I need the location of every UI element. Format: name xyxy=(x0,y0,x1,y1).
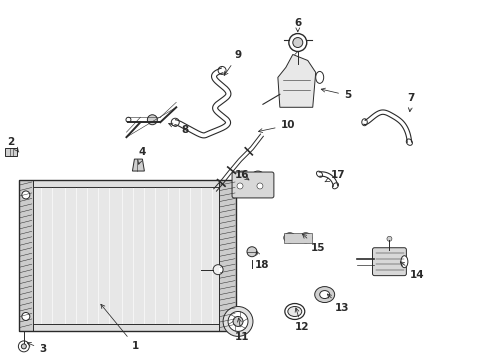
Text: 13: 13 xyxy=(326,294,348,312)
Ellipse shape xyxy=(285,303,304,319)
Text: 8: 8 xyxy=(168,123,188,135)
Ellipse shape xyxy=(251,171,264,181)
Circle shape xyxy=(21,344,26,349)
Circle shape xyxy=(233,316,243,327)
Circle shape xyxy=(171,118,179,126)
Ellipse shape xyxy=(299,233,311,243)
Ellipse shape xyxy=(287,306,301,316)
Bar xyxy=(219,180,236,332)
Text: 17: 17 xyxy=(325,170,344,182)
Text: 9: 9 xyxy=(224,50,241,75)
Circle shape xyxy=(126,117,131,122)
Text: 11: 11 xyxy=(234,318,249,342)
Bar xyxy=(33,187,219,324)
Circle shape xyxy=(288,33,306,51)
Ellipse shape xyxy=(316,171,322,177)
Circle shape xyxy=(227,311,247,332)
Circle shape xyxy=(223,306,252,336)
Circle shape xyxy=(22,191,30,199)
Text: 6: 6 xyxy=(294,18,301,32)
Circle shape xyxy=(147,115,157,125)
Circle shape xyxy=(301,234,309,242)
Text: 15: 15 xyxy=(302,234,325,253)
FancyBboxPatch shape xyxy=(372,248,406,276)
Text: 16: 16 xyxy=(234,170,249,180)
Circle shape xyxy=(256,183,263,189)
Bar xyxy=(19,324,236,332)
Text: 14: 14 xyxy=(400,262,424,280)
Ellipse shape xyxy=(283,233,295,243)
Ellipse shape xyxy=(332,183,338,189)
Bar xyxy=(19,180,33,332)
Text: 18: 18 xyxy=(254,251,268,270)
Text: 7: 7 xyxy=(407,93,414,112)
Circle shape xyxy=(246,247,256,257)
Circle shape xyxy=(292,37,302,48)
Text: 2: 2 xyxy=(7,137,19,152)
Circle shape xyxy=(218,67,225,75)
Bar xyxy=(19,180,236,187)
Circle shape xyxy=(19,341,29,352)
Text: 5: 5 xyxy=(321,88,350,100)
Ellipse shape xyxy=(361,119,366,126)
Ellipse shape xyxy=(236,171,247,181)
Text: 10: 10 xyxy=(258,120,294,132)
Ellipse shape xyxy=(314,287,334,302)
Bar xyxy=(19,180,236,332)
Bar xyxy=(283,233,311,243)
Text: 1: 1 xyxy=(101,304,139,351)
Polygon shape xyxy=(277,54,315,107)
Text: 3: 3 xyxy=(27,342,46,354)
Ellipse shape xyxy=(213,265,223,275)
Ellipse shape xyxy=(400,256,407,268)
Circle shape xyxy=(386,236,391,241)
Polygon shape xyxy=(5,148,17,156)
Circle shape xyxy=(285,234,293,242)
Text: 12: 12 xyxy=(294,308,308,332)
Ellipse shape xyxy=(406,139,411,145)
Ellipse shape xyxy=(315,71,323,84)
Circle shape xyxy=(237,183,243,189)
Polygon shape xyxy=(132,159,144,171)
FancyBboxPatch shape xyxy=(232,172,273,198)
Ellipse shape xyxy=(319,291,329,298)
Text: 4: 4 xyxy=(138,147,146,164)
Circle shape xyxy=(22,312,30,320)
